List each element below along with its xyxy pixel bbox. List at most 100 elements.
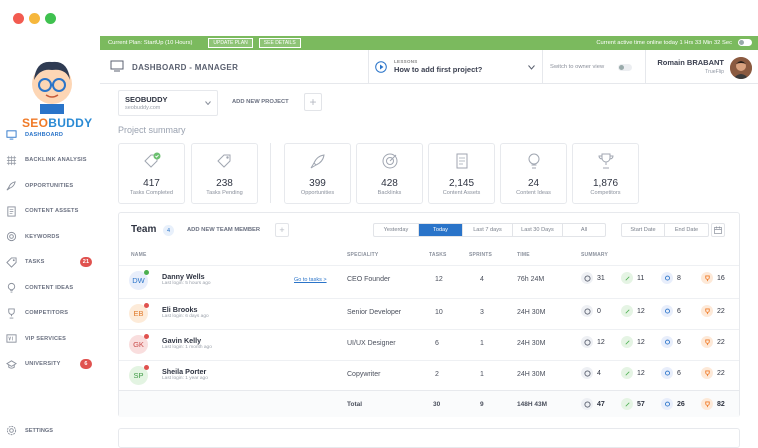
summary-card-tasks-completed[interactable]: 417 Tasks Completed xyxy=(118,143,185,204)
gear-icon xyxy=(6,425,17,436)
lightbulb-icon xyxy=(661,272,673,284)
card-label: Content Assets xyxy=(442,190,481,196)
summary-card-competitors[interactable]: 1,876 Competitors xyxy=(572,143,639,204)
range-today[interactable]: Today xyxy=(419,224,463,236)
document-icon xyxy=(456,153,467,169)
sidebar-item-university[interactable]: UNIVERSITY 6 xyxy=(0,352,100,378)
member-name: Gavin Kelly xyxy=(162,336,202,345)
member-speciality: UI/UX Designer xyxy=(347,340,396,347)
sidebar-item-label: KEYWORDS xyxy=(25,233,60,240)
member-time: 24H 30M xyxy=(517,309,546,316)
sidebar-item-competitors[interactable]: COMPETITORS xyxy=(0,301,100,327)
member-speciality: Senior Developer xyxy=(347,309,402,316)
table-row[interactable]: DW Danny Wells Last login: 5 hours ago G… xyxy=(119,265,739,294)
sidebar-item-tasks[interactable]: TASKS 21 xyxy=(0,250,100,276)
table-row[interactable]: GK Gavin Kelly Last login: 1 month ago U… xyxy=(119,329,739,358)
add-project-button[interactable]: + xyxy=(304,93,322,111)
lightbulb-icon xyxy=(661,305,673,317)
lesson-dropdown[interactable]: LESSONS How to add first project? xyxy=(394,59,482,74)
rocket-icon xyxy=(310,154,325,169)
sidebar-item-dashboard[interactable]: DASHBOARD xyxy=(0,122,100,148)
column-name: NAME xyxy=(131,252,147,258)
member-speciality: Copywriter xyxy=(347,371,381,378)
calendar-icon[interactable] xyxy=(711,223,725,237)
user-menu[interactable]: Romain BRABANT TrueFlip xyxy=(657,58,724,75)
sidebar-item-label: OPPORTUNITIES xyxy=(25,182,74,189)
sidebar-item-content-assets[interactable]: CONTENT ASSETS xyxy=(0,199,100,225)
date-range-selector: Yesterday Today Last 7 days Last 30 Days… xyxy=(373,223,606,237)
seobuddy-logo[interactable]: SEOBUDDY xyxy=(22,54,92,132)
sidebar-item-settings[interactable]: SETTINGS xyxy=(6,425,53,436)
sidebar-item-vip-services[interactable]: VIP SERVICES xyxy=(0,326,100,352)
current-plan-text: Current Plan: StartUp (10 Hours) xyxy=(108,40,193,46)
member-summary: 12 12 6 22 xyxy=(581,336,733,348)
member-avatar: SP xyxy=(129,365,149,385)
total-tasks: 30 xyxy=(433,401,441,408)
column-summary: SUMMARY xyxy=(581,252,609,258)
link-icon xyxy=(621,336,633,348)
vip-icon xyxy=(6,334,17,343)
window-minimize-button[interactable] xyxy=(29,13,40,24)
summary-card-backlinks[interactable]: 428 Backlinks xyxy=(356,143,423,204)
card-value: 1,876 xyxy=(592,178,619,189)
lightbulb-icon xyxy=(7,283,16,293)
see-details-button[interactable]: SEE DETAILS xyxy=(258,38,301,48)
link-icon xyxy=(621,398,633,410)
member-last-login: Last login: 1 year ago xyxy=(162,376,208,381)
sidebar-item-opportunities[interactable]: OPPORTUNITIES xyxy=(0,173,100,199)
table-row[interactable]: EB Eli Brooks Last login: 6 days ago Sen… xyxy=(119,298,739,327)
add-team-member-link[interactable]: ADD NEW TEAM MEMBER xyxy=(187,227,261,233)
rocket-icon xyxy=(6,181,16,191)
member-tasks: 12 xyxy=(435,276,443,283)
avatar[interactable] xyxy=(730,57,752,79)
sidebar-item-label: BACKLINK ANALYSIS xyxy=(25,157,87,164)
owner-view-toggle[interactable] xyxy=(618,64,632,71)
member-tasks: 10 xyxy=(435,309,443,316)
go-to-tasks-link[interactable]: Go to tasks > xyxy=(294,277,327,283)
monitor-icon xyxy=(6,130,17,140)
topbar-toggle[interactable] xyxy=(738,39,752,46)
member-avatar: EB xyxy=(129,303,149,323)
update-plan-button[interactable]: UPDATE PLAN xyxy=(208,38,253,48)
card-label: Opportunities xyxy=(300,190,335,196)
member-tasks: 2 xyxy=(435,371,439,378)
start-date-input[interactable]: Start Date xyxy=(622,224,665,236)
member-sprints: 1 xyxy=(480,340,484,347)
tasks-count-badge: 21 xyxy=(80,256,92,267)
card-label: Tasks Pending xyxy=(206,190,243,196)
sidebar-item-backlink-analysis[interactable]: BACKLINK ANALYSIS xyxy=(0,148,100,174)
card-label: Content Ideas xyxy=(516,190,551,196)
sidebar-item-keywords[interactable]: KEYWORDS xyxy=(0,224,100,250)
range-all[interactable]: All xyxy=(580,227,588,233)
next-panel xyxy=(118,428,740,448)
sidebar-item-content-ideas[interactable]: CONTENT IDEAS xyxy=(0,275,100,301)
table-row[interactable]: SP Sheila Porter Last login: 1 year ago … xyxy=(119,360,739,389)
member-summary: 0 12 6 22 xyxy=(581,305,733,317)
document-icon xyxy=(7,206,16,217)
summary-card-tasks-pending[interactable]: 238 Tasks Pending xyxy=(191,143,258,204)
card-label: Backlinks xyxy=(377,190,402,196)
end-date-input[interactable]: End Date xyxy=(674,227,699,233)
play-icon[interactable] xyxy=(375,61,387,73)
tag-icon xyxy=(6,257,17,268)
window-close-button[interactable] xyxy=(13,13,24,24)
chevron-down-icon[interactable] xyxy=(528,65,535,70)
range-yesterday[interactable]: Yesterday xyxy=(374,224,419,236)
user-name: Romain BRABANT xyxy=(657,58,724,67)
project-select[interactable]: SEOBUDDY seobuddy.com xyxy=(118,90,218,116)
summary-card-opportunities[interactable]: 399 Opportunities xyxy=(284,143,351,204)
member-last-login: Last login: 6 days ago xyxy=(162,314,209,319)
summary-card-content-ideas[interactable]: 24 Content Ideas xyxy=(500,143,567,204)
range-last-30-days[interactable]: Last 30 Days xyxy=(513,224,563,236)
add-project-link[interactable]: ADD NEW PROJECT xyxy=(232,99,289,105)
trophy-icon xyxy=(8,308,15,319)
lesson-caption: LESSONS xyxy=(394,59,418,64)
tag-icon xyxy=(216,154,230,168)
add-team-member-button[interactable]: + xyxy=(275,223,289,237)
owner-view-label: Switch to owner view xyxy=(550,64,605,70)
member-last-login: Last login: 1 month ago xyxy=(162,345,212,350)
summary-card-content-assets[interactable]: 2,145 Content Assets xyxy=(428,143,495,204)
range-last-7-days[interactable]: Last 7 days xyxy=(463,224,513,236)
window-maximize-button[interactable] xyxy=(45,13,56,24)
